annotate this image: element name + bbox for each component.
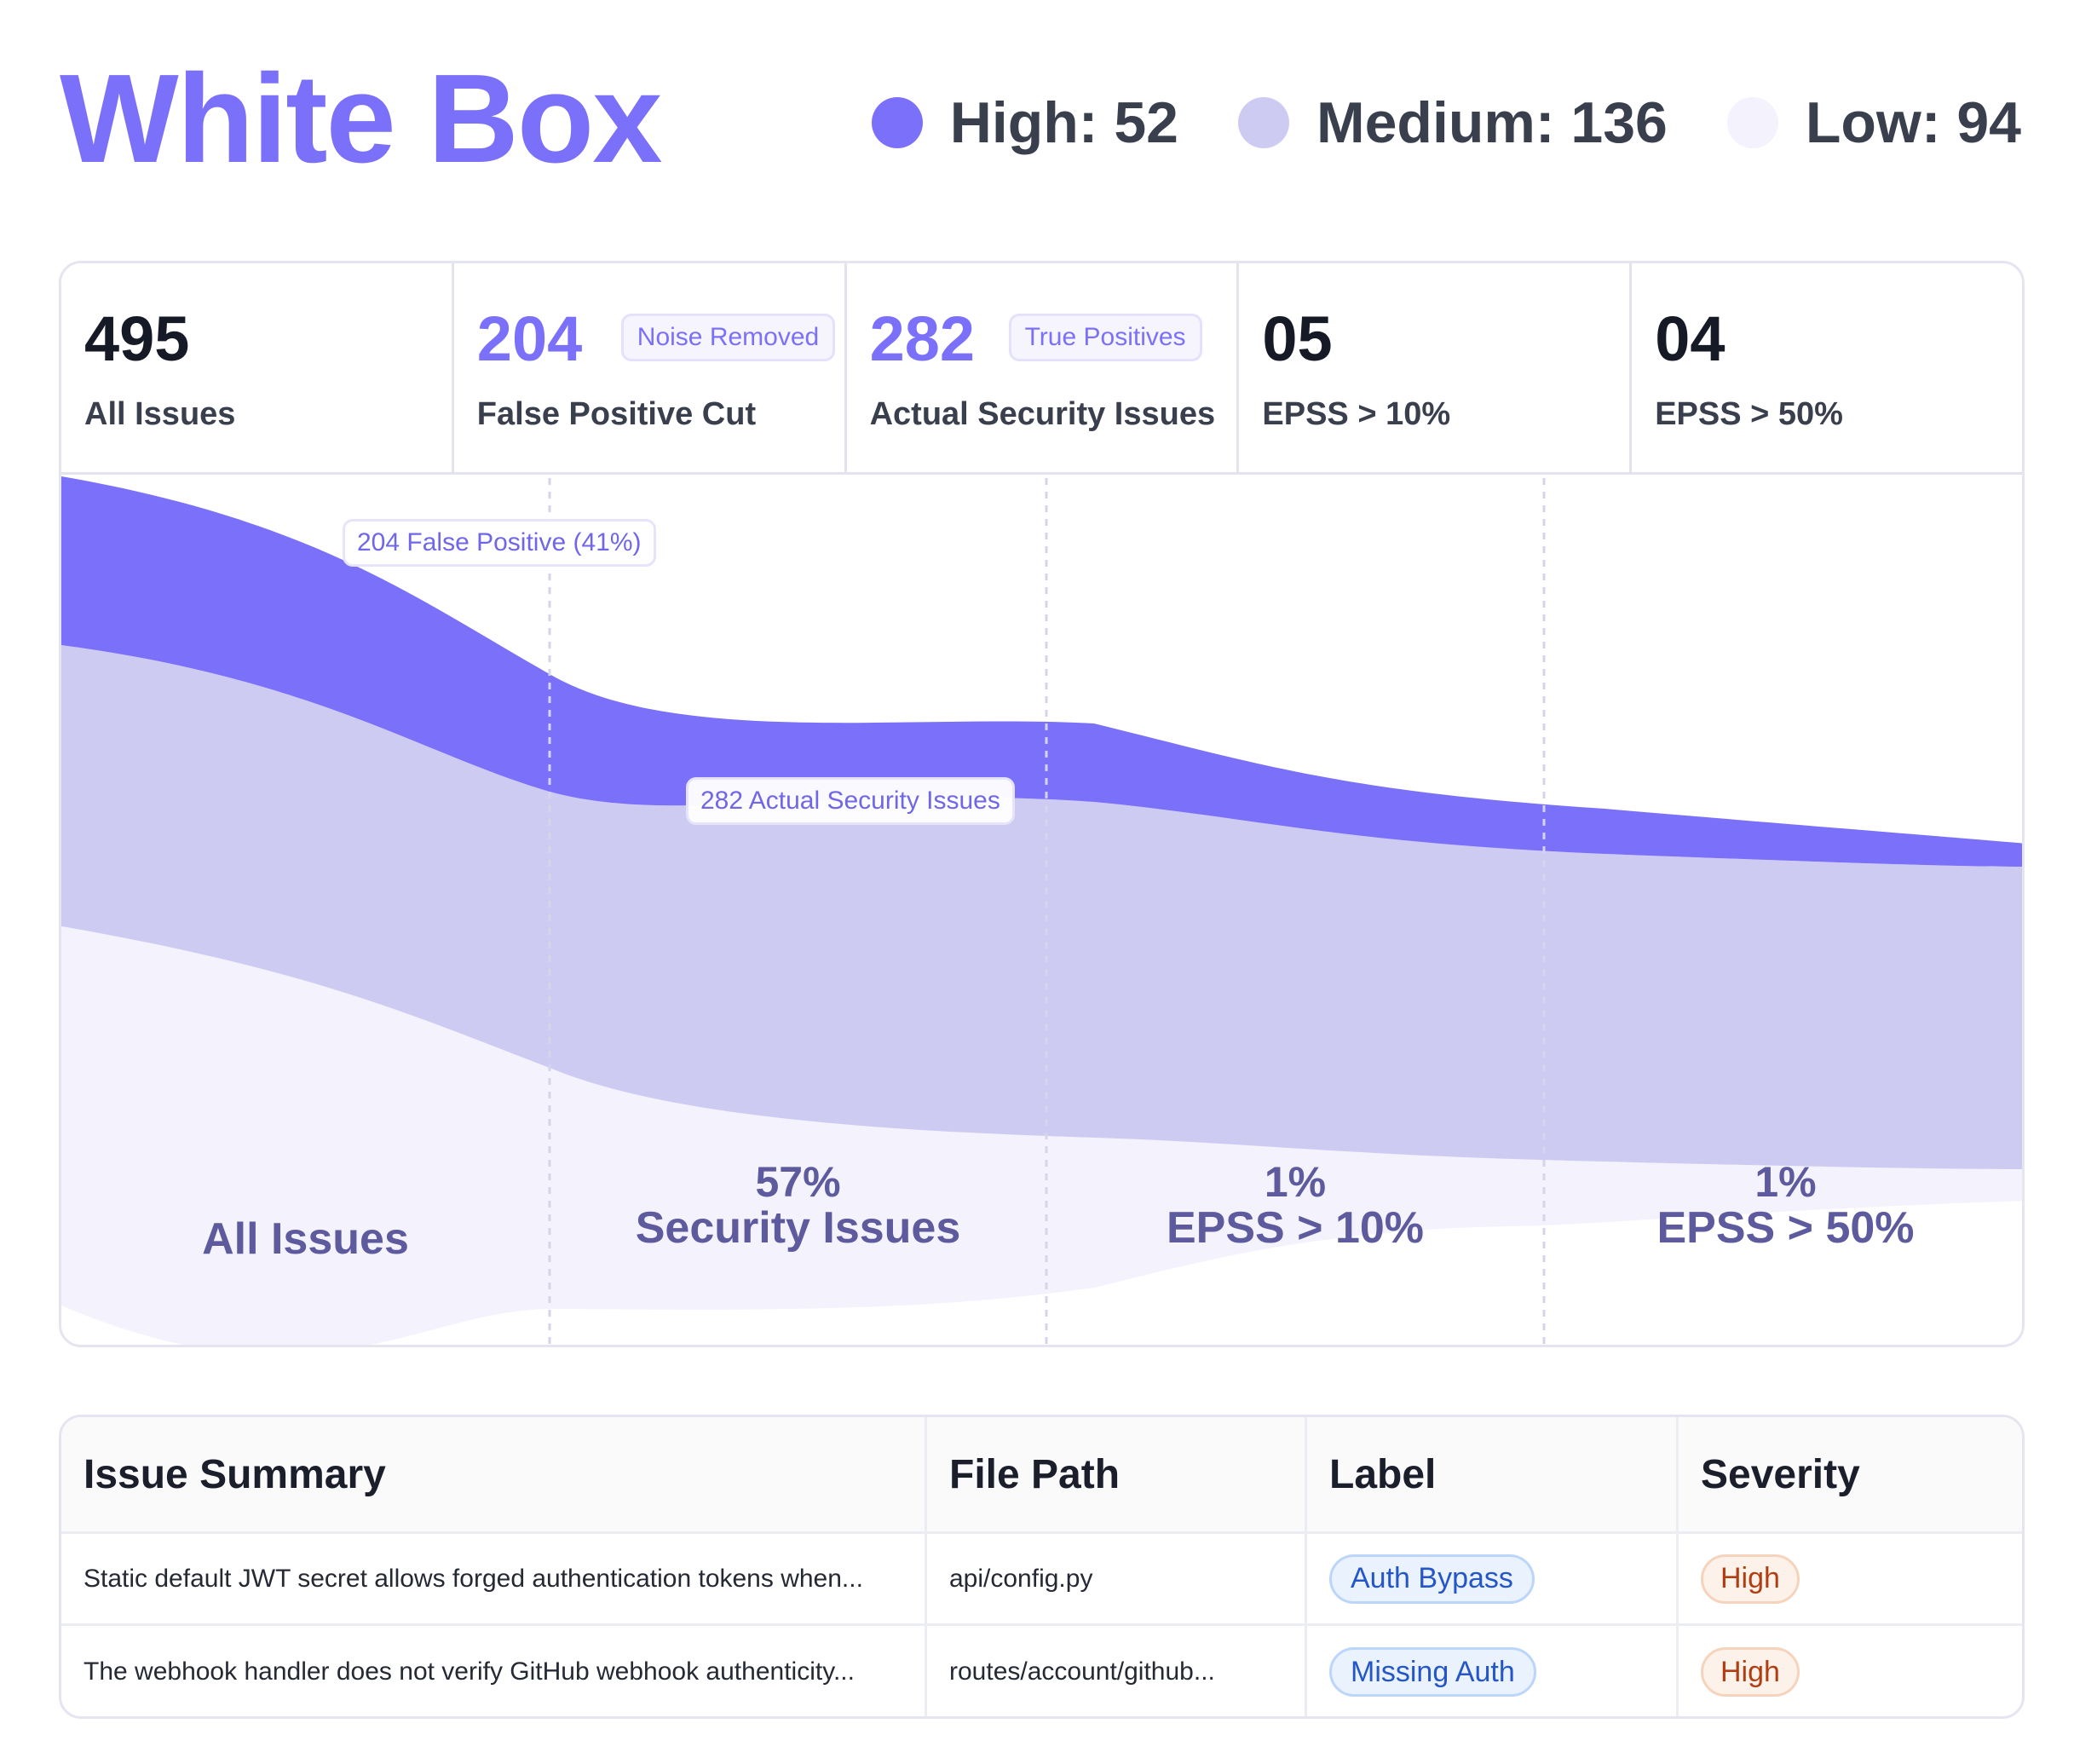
stats-row: 495 All Issues 204 Noise Removed False P…: [61, 263, 2022, 475]
stat-all-issues: 495 All Issues: [61, 263, 454, 472]
legend-label-high: High: 52: [949, 90, 1178, 155]
label-badge: Missing Auth: [1329, 1647, 1536, 1697]
stat-epss-10: 05 EPSS > 10%: [1239, 263, 1633, 472]
false-positive-callout: 204 False Positive (41%): [343, 519, 656, 567]
severity-cell: High: [1679, 1534, 2022, 1623]
header-file-path[interactable]: File Path: [927, 1417, 1307, 1531]
stat-value: 495: [84, 303, 190, 374]
stat-value: 04: [1655, 303, 1725, 374]
stat-label: EPSS > 10%: [1262, 396, 1451, 432]
header-label[interactable]: Label: [1307, 1417, 1679, 1531]
stage-name: EPSS > 50%: [1656, 1203, 1915, 1253]
stat-value: 05: [1262, 303, 1333, 374]
stage-name: All Issues: [202, 1214, 409, 1264]
table-row[interactable]: The webhook handler does not verify GitH…: [61, 1626, 2022, 1716]
label-cell: Auth Bypass: [1307, 1534, 1679, 1623]
legend-label-medium: Medium: 136: [1316, 90, 1668, 155]
stage-label-security-issues: 57% Security Issues: [550, 1160, 1046, 1252]
legend-item-medium: Medium: 136: [1237, 90, 1668, 155]
issues-table: Issue Summary File Path Label Severity S…: [59, 1415, 2025, 1719]
stage-label-epss-50: 1% EPSS > 50%: [1544, 1158, 2022, 1253]
funnel-chart: [61, 476, 2022, 1345]
true-positives-badge: True Positives: [1008, 314, 1202, 361]
stat-actual-security-issues: 282 True Positives Actual Security Issue…: [846, 263, 1240, 472]
header-severity[interactable]: Severity: [1701, 1451, 1860, 1497]
stat-value: 204: [476, 303, 583, 374]
issue-summary-cell[interactable]: Static default JWT secret allows forged …: [61, 1534, 927, 1623]
stat-label: EPSS > 50%: [1655, 396, 1843, 432]
noise-removed-badge: Noise Removed: [620, 314, 836, 361]
file-path-cell[interactable]: routes/account/github...: [927, 1626, 1307, 1716]
high-band: [61, 476, 2022, 867]
severity-badge: High: [1701, 1554, 1800, 1604]
legend-label-low: Low: 94: [1805, 90, 2021, 155]
file-path-cell[interactable]: api/config.py: [927, 1534, 1307, 1623]
stat-false-positive-cut: 204 Noise Removed False Positive Cut: [453, 263, 847, 472]
severity-legend: High: 52 Medium: 136 Low: 94: [871, 90, 2021, 155]
stage-percent: 57%: [755, 1158, 841, 1206]
issue-summary-cell[interactable]: The webhook handler does not verify GitH…: [61, 1626, 927, 1716]
stage-percent: 1%: [1754, 1158, 1817, 1206]
severity-badge: High: [1701, 1647, 1800, 1697]
stage-label-epss-10: 1% EPSS > 10%: [1046, 1160, 1544, 1252]
stage-label-all-issues: All Issues: [61, 1214, 550, 1264]
header-issue-summary[interactable]: Issue Summary: [61, 1417, 927, 1531]
label-cell: Missing Auth: [1307, 1626, 1679, 1716]
stage-name: EPSS > 10%: [1166, 1203, 1425, 1253]
table-row[interactable]: Static default JWT secret allows forged …: [61, 1534, 2022, 1626]
medium-band: [61, 645, 2022, 1169]
stat-label: Actual Security Issues: [869, 396, 1216, 432]
low-band: [61, 926, 2022, 1345]
label-badge: Auth Bypass: [1329, 1554, 1535, 1604]
stat-label: False Positive Cut: [476, 396, 757, 432]
stat-epss-50: 04 EPSS > 50%: [1632, 263, 2022, 472]
low-dot-icon: [1726, 97, 1778, 148]
severity-cell: High: [1679, 1626, 2022, 1716]
actual-issues-callout: 282 Actual Security Issues: [686, 777, 1015, 825]
funnel-card: 495 All Issues 204 Noise Removed False P…: [59, 261, 2025, 1347]
stat-value: 282: [869, 303, 976, 374]
high-dot-icon: [871, 97, 923, 148]
table-header-row: Issue Summary File Path Label Severity: [61, 1417, 2022, 1534]
stage-percent: 1%: [1264, 1158, 1327, 1206]
page-title: White Box: [60, 49, 663, 189]
medium-dot-icon: [1237, 97, 1289, 148]
legend-item-low: Low: 94: [1726, 90, 2021, 155]
legend-item-high: High: 52: [871, 90, 1178, 155]
stat-label: All Issues: [84, 396, 236, 432]
stage-name: Security Issues: [635, 1203, 961, 1253]
